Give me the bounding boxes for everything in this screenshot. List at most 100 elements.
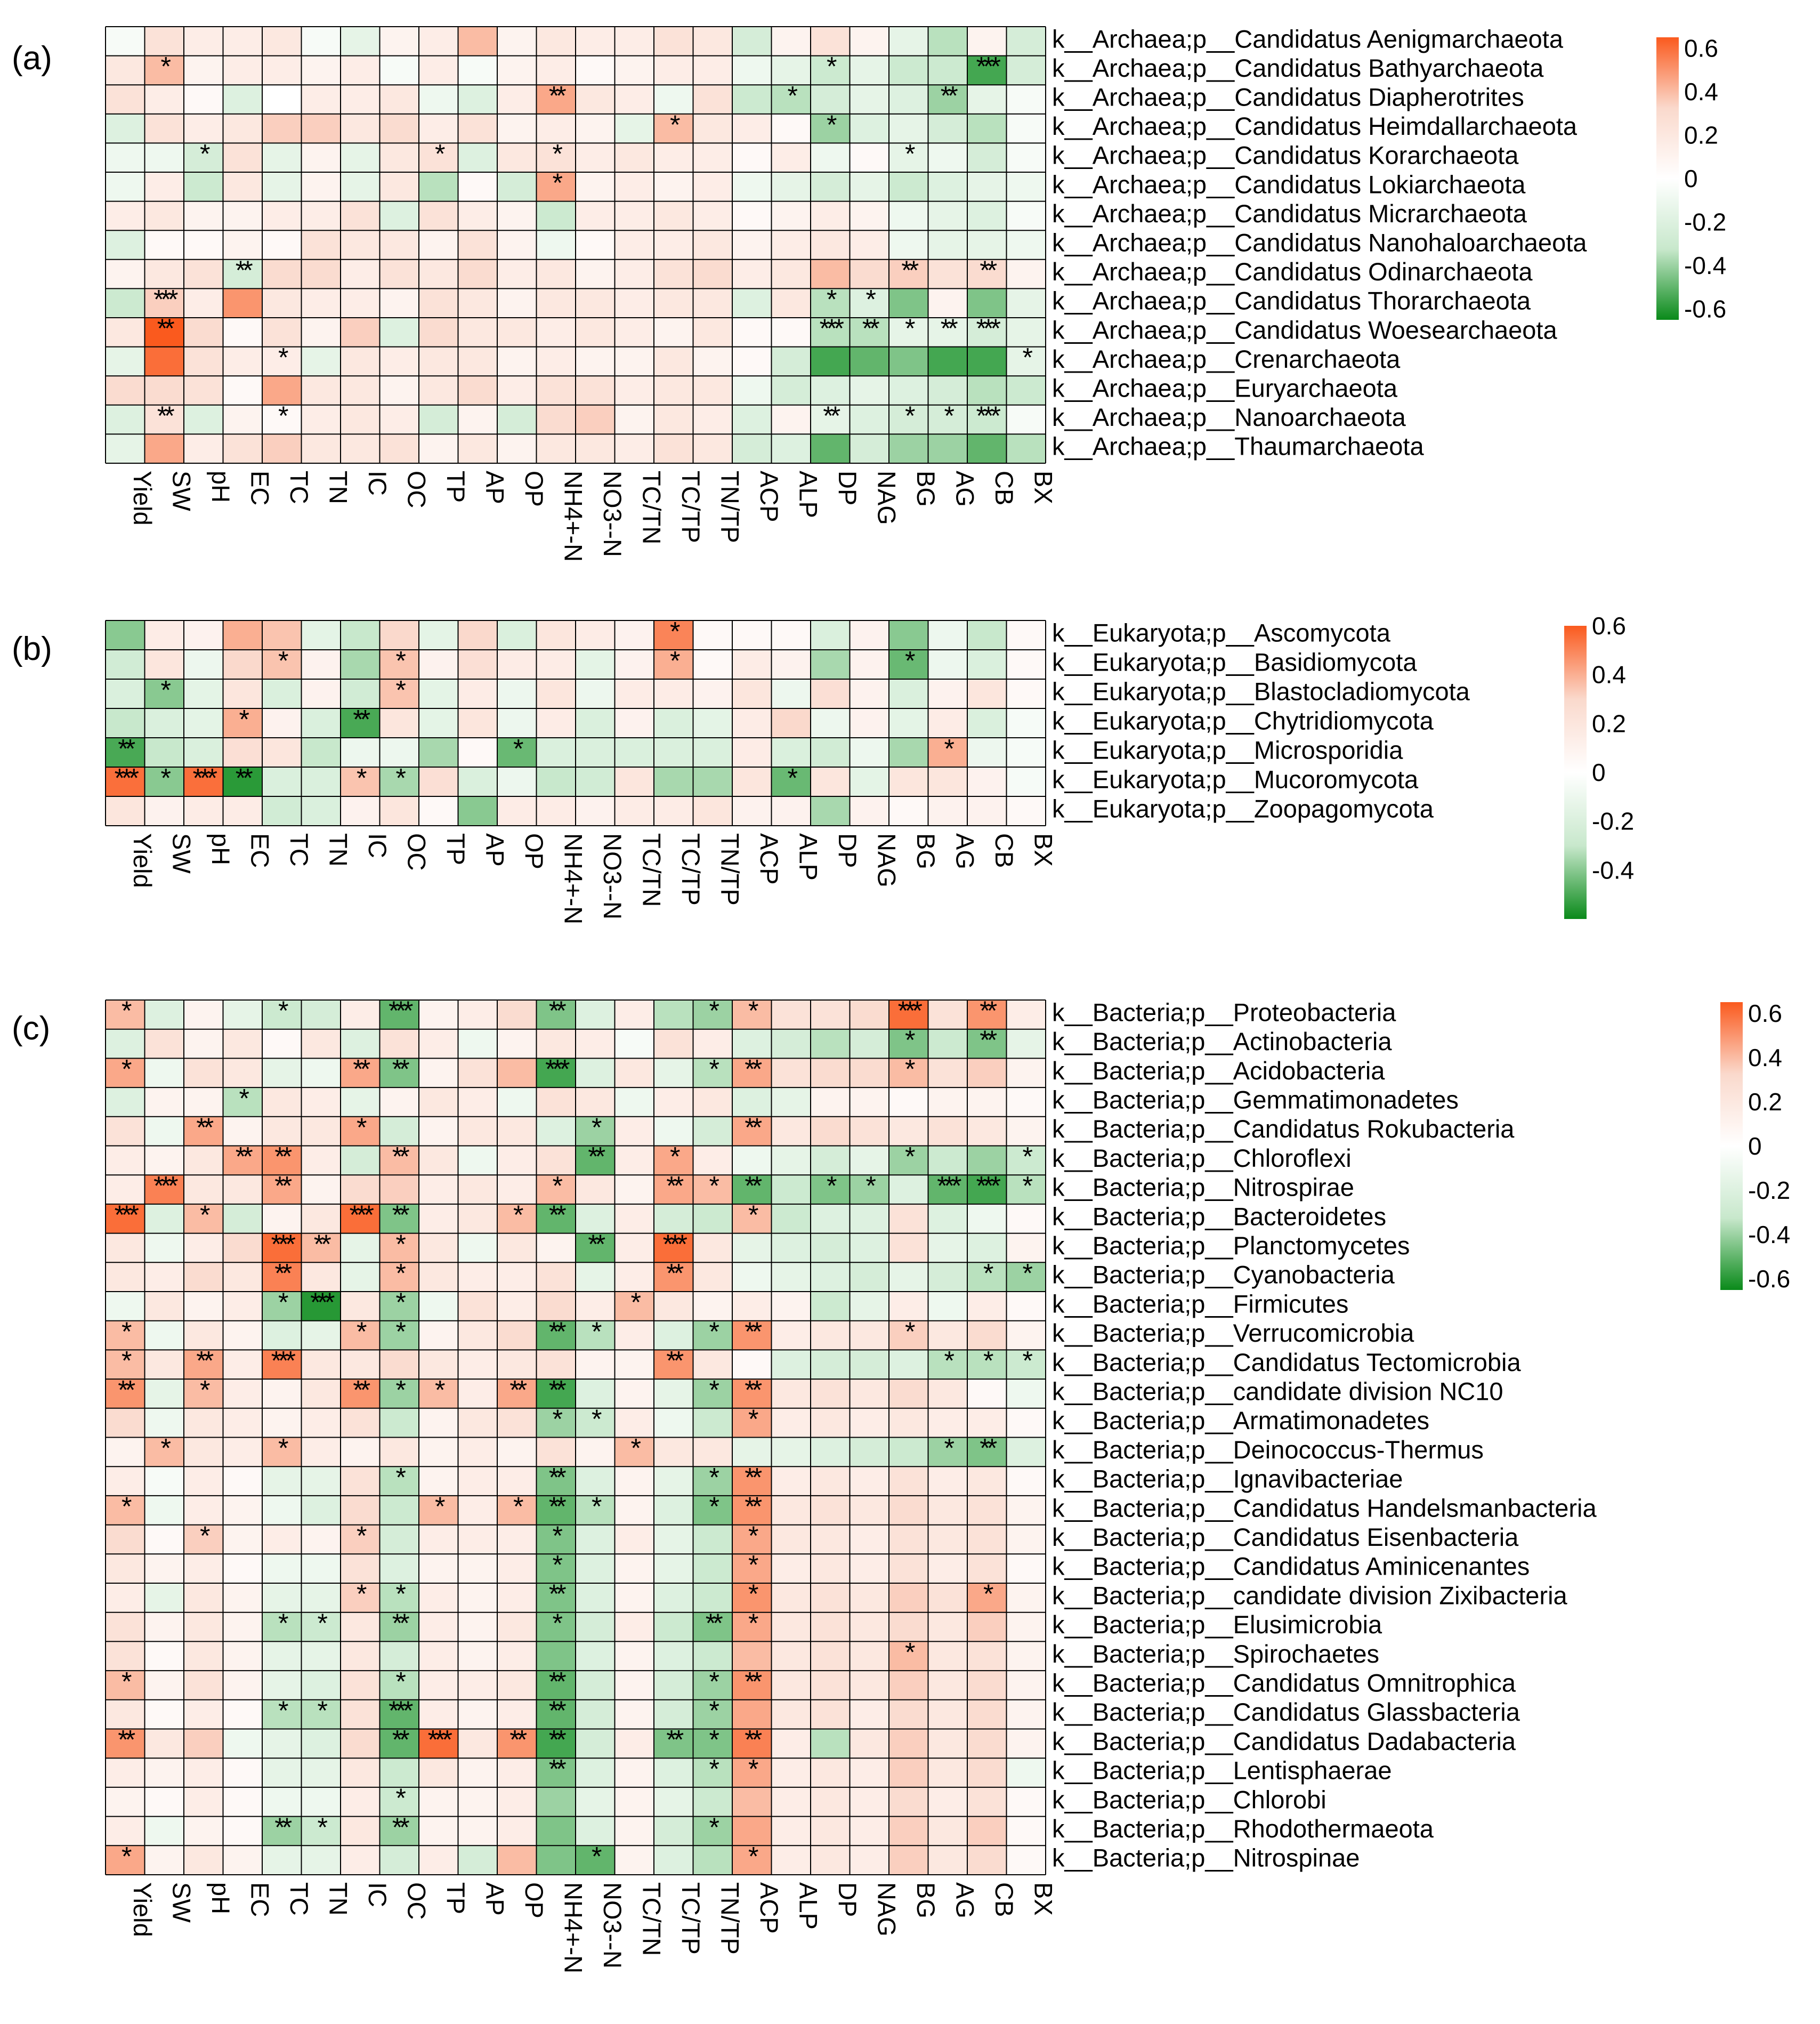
heatmap-cell: [928, 318, 968, 348]
heatmap-cell: [967, 738, 1007, 768]
heatmap-cell: [576, 85, 615, 115]
heatmap-cell: [536, 796, 576, 826]
heatmap-cell: [262, 1233, 302, 1263]
heatmap-cell: [301, 1087, 341, 1117]
heatmap-cell: [497, 55, 537, 85]
heatmap-cell: [928, 1758, 968, 1788]
heatmap-cell: [850, 796, 889, 826]
heatmap-cell: [654, 201, 693, 231]
row-label: k__Bacteria;p__Candidatus Dadabacteria: [1052, 1727, 1516, 1755]
heatmap-cell: [497, 1729, 537, 1759]
heatmap-cell: [614, 1350, 654, 1380]
heatmap-cell: [262, 1554, 302, 1584]
heatmap-cell: [536, 1612, 576, 1642]
heatmap-cell: [928, 1845, 968, 1875]
heatmap-cell: [262, 1000, 302, 1030]
heatmap-cell: [693, 1320, 733, 1350]
heatmap-cell: [106, 767, 145, 797]
heatmap-cell: [693, 318, 733, 348]
row-label: k__Archaea;p__Crenarchaeota: [1052, 345, 1401, 373]
heatmap-cell: [458, 230, 498, 260]
heatmap-cell: [144, 620, 184, 650]
heatmap-cell: [144, 1787, 184, 1817]
heatmap-cell: [341, 143, 380, 173]
heatmap-cell: [419, 1495, 458, 1526]
heatmap-cell: [654, 318, 693, 348]
heatmap-cell: [654, 1116, 693, 1146]
heatmap-cell: [889, 434, 928, 464]
heatmap-cell: [889, 318, 928, 348]
heatmap-cell: [262, 1379, 302, 1409]
heatmap-cell: [614, 1116, 654, 1146]
heatmap-cell: [419, 1058, 458, 1088]
heatmap-cell: [184, 405, 223, 434]
heatmap-grid: [105, 999, 1046, 1875]
heatmap-cell: [223, 1058, 263, 1088]
heatmap-cell: [144, 1146, 184, 1175]
heatmap-cell: [732, 1671, 772, 1700]
heatmap-cell: [614, 346, 654, 376]
heatmap-cell: [654, 1000, 693, 1030]
heatmap-cell: [771, 620, 811, 650]
column-label: EC: [246, 471, 274, 505]
heatmap-cell: [379, 1175, 419, 1205]
heatmap-cell: [732, 767, 772, 797]
heatmap-cell: [458, 1729, 498, 1759]
heatmap-cell: [419, 376, 458, 406]
heatmap-cell: [576, 288, 615, 318]
heatmap-cell: [379, 1058, 419, 1088]
heatmap-cell: [497, 1525, 537, 1554]
heatmap-cell: [771, 1000, 811, 1030]
heatmap-cell: [850, 201, 889, 231]
heatmap-cell: [732, 201, 772, 231]
heatmap-cell: [654, 708, 693, 738]
heatmap-cell: [693, 1583, 733, 1613]
heatmap-cell: [693, 1612, 733, 1642]
heatmap-cell: [536, 318, 576, 348]
heatmap-cell: [536, 1758, 576, 1788]
heatmap-cell: [536, 620, 576, 650]
colorbar-tick-label: 0.2: [1748, 1088, 1782, 1116]
colorbar-tick-label: 0.2: [1684, 121, 1718, 149]
heatmap-cell: [223, 650, 263, 680]
heatmap-cell: [614, 1408, 654, 1438]
heatmap-cell: [497, 1292, 537, 1321]
heatmap-cell: [576, 1612, 615, 1642]
heatmap-cell: [889, 1583, 928, 1613]
heatmap-cell: [850, 1116, 889, 1146]
heatmap-cell: [850, 708, 889, 738]
heatmap-cell: [889, 1437, 928, 1467]
heatmap-cell: [341, 1029, 380, 1059]
heatmap-cell: [967, 650, 1007, 680]
heatmap-cell: [1006, 1233, 1046, 1263]
heatmap-cell: [536, 288, 576, 318]
column-label: OP: [520, 1882, 548, 1918]
heatmap-cell: [811, 1350, 850, 1380]
heatmap-cell: [497, 1671, 537, 1700]
heatmap-cell: [614, 434, 654, 464]
heatmap-cell: [967, 259, 1007, 289]
heatmap-cell: [458, 1262, 498, 1292]
heatmap-cell: [144, 1292, 184, 1321]
heatmap-cell: [106, 346, 145, 376]
heatmap-cell: [732, 620, 772, 650]
heatmap-cell: [379, 318, 419, 348]
heatmap-cell: [1006, 1058, 1046, 1088]
heatmap-cell: [106, 1146, 145, 1175]
heatmap-cell: [379, 143, 419, 173]
heatmap-cell: [262, 767, 302, 797]
heatmap-cell: [614, 1466, 654, 1496]
heatmap-cell: [771, 1146, 811, 1175]
heatmap-cell: [419, 1729, 458, 1759]
heatmap-cell: [106, 1525, 145, 1554]
heatmap-cell: [106, 1175, 145, 1205]
heatmap-cell: [379, 1787, 419, 1817]
heatmap-cell: [771, 405, 811, 434]
column-label: NO3--N: [598, 833, 627, 920]
heatmap-cell: [771, 1845, 811, 1875]
heatmap-cell: [106, 1495, 145, 1526]
heatmap-cell: [771, 1175, 811, 1205]
heatmap-cell: [341, 1554, 380, 1584]
heatmap-cell: [458, 620, 498, 650]
column-label: NO3--N: [598, 471, 627, 557]
